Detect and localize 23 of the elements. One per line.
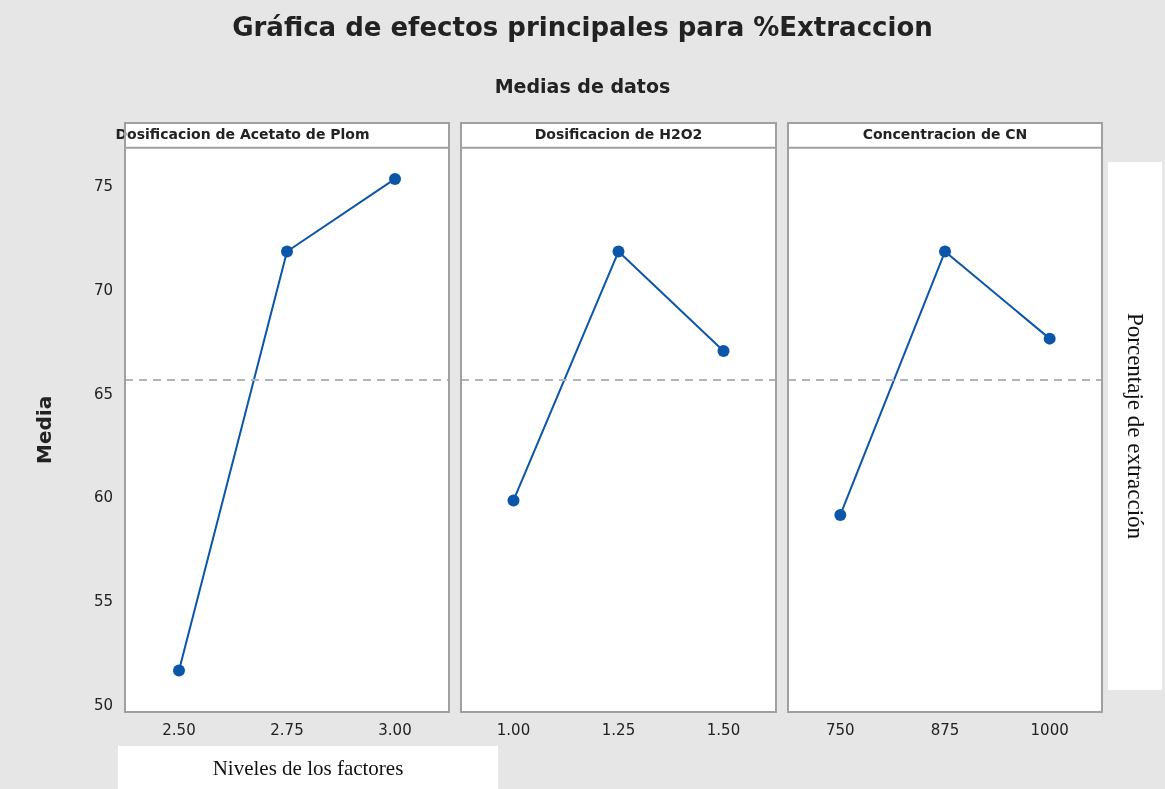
- y-tick-label: 60: [93, 488, 113, 507]
- y-tick-label: 55: [93, 591, 113, 610]
- x-tick-label: 3.00: [378, 720, 412, 739]
- x-axis-title: Niveles de los factores: [211, 756, 405, 781]
- chart-title: Dosificacion de H2O2: [534, 126, 703, 143]
- x-tick-label: 2.50: [162, 720, 196, 739]
- chart-title: Dosificacion de Acetato de Plom: [115, 126, 370, 143]
- y-tick-label: 65: [93, 384, 113, 403]
- x-tick-label: 875: [930, 720, 960, 739]
- x-tick-label: 1.00: [496, 720, 531, 739]
- x-tick-label: 750: [826, 720, 855, 739]
- x-tick-label: 1.25: [601, 720, 636, 739]
- y2-axis-title: Porcentaje de extracción: [1122, 312, 1148, 540]
- chart-title: Concentracion de CN: [862, 126, 1028, 143]
- text: Gráfica de efectos principales para %Extraccion: [231, 12, 934, 42]
- y-tick-label: 75: [93, 177, 113, 196]
- y-tick-label: 50: [93, 695, 113, 714]
- y-axis-title: Media: [32, 395, 57, 464]
- text: Medias de datos: [493, 75, 672, 97]
- x-tick-label: 2.75: [270, 720, 304, 739]
- y-tick-label: 70: [93, 280, 113, 299]
- x-tick-label: 1.50: [706, 720, 741, 739]
- x-tick-label: 1000: [1030, 720, 1069, 739]
